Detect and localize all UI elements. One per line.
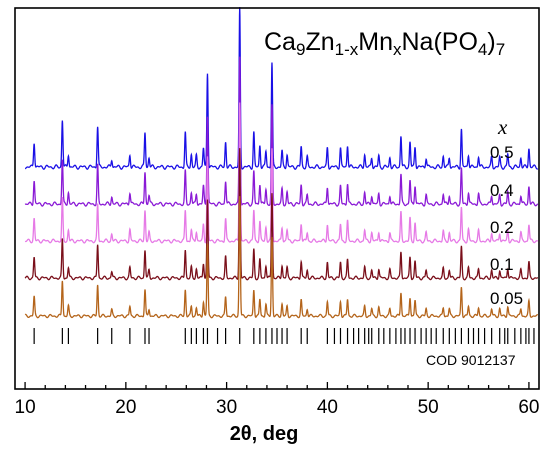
series-line-0.4 — [24, 56, 539, 207]
series-line-0.1 — [24, 148, 539, 281]
chart-title: Ca9Zn1-xMnxNa(PO4)7 — [264, 28, 505, 59]
x-axis-title: 2θ, deg — [230, 423, 299, 445]
series-line-0.5 — [24, 7, 539, 170]
x-tick-label: 40 — [317, 397, 338, 418]
title-part: 7 — [496, 40, 505, 59]
title-part: Mn — [358, 28, 393, 56]
series-line-0.2 — [24, 102, 538, 244]
series-group: 0.5 0.4 0.2 0.1 0.05 — [24, 7, 539, 319]
plot-frame — [14, 7, 540, 390]
series-label: 0.2 — [490, 218, 514, 237]
x-tick-label: 60 — [518, 397, 539, 418]
title-part: x — [393, 40, 402, 59]
title-part: Na(PO — [401, 28, 477, 56]
series-label: 0.05 — [490, 289, 523, 308]
reference-ticks — [33, 328, 535, 344]
series-header: x — [497, 115, 508, 139]
x-tick-label: 10 — [15, 397, 36, 418]
title-part: Zn — [305, 28, 334, 56]
x-tick-label: 50 — [418, 397, 439, 418]
series-line-0.05 — [24, 196, 538, 319]
reference-label: COD 9012137 — [426, 352, 516, 368]
title-part: Ca — [264, 28, 296, 56]
x-tick-label: 20 — [115, 397, 136, 418]
series-label: 0.4 — [490, 181, 514, 200]
series-label: 0.1 — [490, 255, 514, 274]
series-label: 0.5 — [490, 143, 514, 162]
x-tick-label: 30 — [216, 397, 237, 418]
title-part: 9 — [296, 40, 305, 59]
x-axis: 10 20 30 40 50 60 — [15, 382, 539, 418]
title-part: 4 — [478, 40, 487, 59]
title-part: 1-x — [335, 40, 359, 59]
title-part: ) — [487, 28, 495, 56]
